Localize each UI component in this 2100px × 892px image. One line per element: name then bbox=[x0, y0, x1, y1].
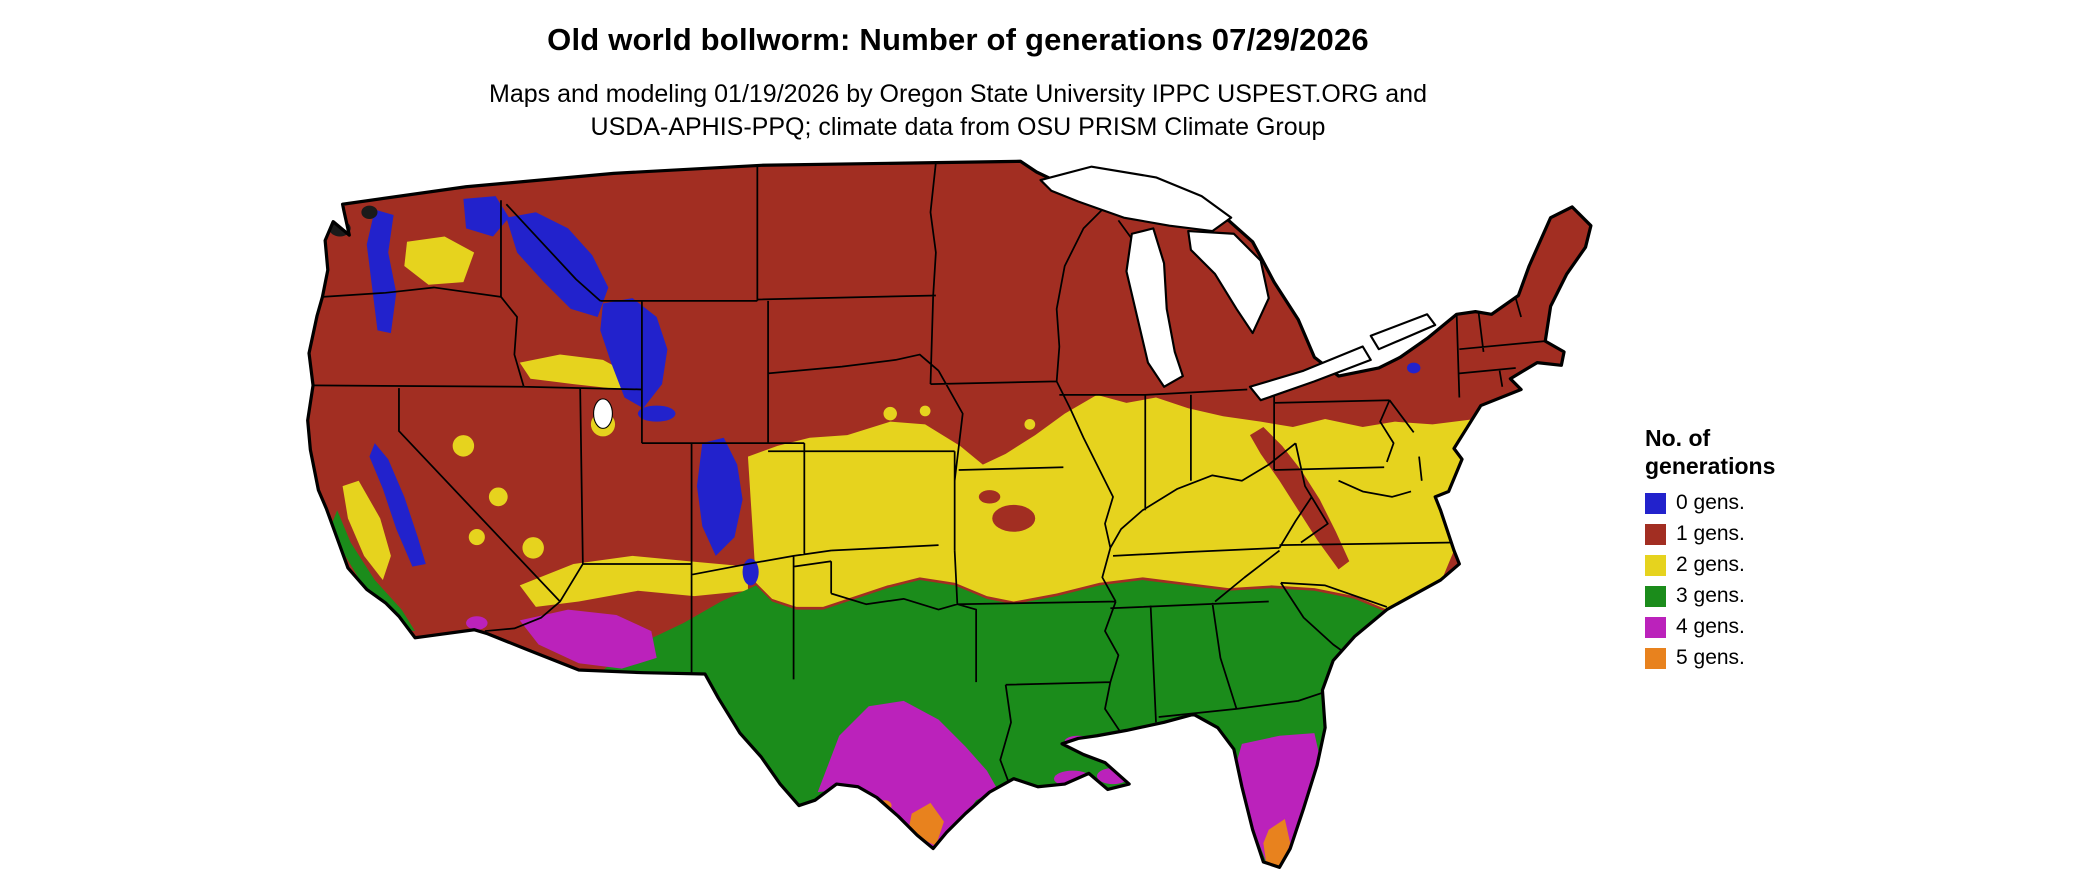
page-title: Old world bollworm: Number of generation… bbox=[547, 22, 1369, 57]
legend-item-5-gens: 5 gens. bbox=[1645, 645, 1865, 671]
legend-item-label: 5 gens. bbox=[1676, 646, 1745, 669]
legend-item-3-gens: 3 gens. bbox=[1645, 583, 1865, 609]
legend-item-2-gens: 2 gens. bbox=[1645, 552, 1865, 578]
legend-color-swatch bbox=[1645, 616, 1666, 638]
great-lakes bbox=[593, 165, 1437, 429]
state-borders bbox=[313, 162, 1546, 782]
lake-superior bbox=[1039, 165, 1233, 233]
legend-title-line-2: generations bbox=[1645, 453, 1776, 479]
lake-michigan bbox=[1125, 227, 1184, 388]
legend-item-label: 1 gens. bbox=[1676, 522, 1745, 545]
legend-title-line-1: No. of bbox=[1645, 425, 1711, 451]
map-region-0-gens bbox=[366, 196, 1421, 586]
legend-item-label: 0 gens. bbox=[1676, 491, 1745, 514]
map-region-2-gens bbox=[342, 236, 1514, 610]
legend-item-0-gens: 0 gens. bbox=[1645, 490, 1865, 516]
legend-color-swatch bbox=[1645, 647, 1666, 669]
legend-color-swatch bbox=[1645, 523, 1666, 545]
legend-color-swatch bbox=[1645, 492, 1666, 514]
us-outline bbox=[306, 159, 1593, 869]
lake-ontario bbox=[1369, 313, 1437, 351]
legend-item-label: 2 gens. bbox=[1676, 553, 1745, 576]
us-generations-map bbox=[305, 158, 1607, 884]
legend-item-4-gens: 4 gens. bbox=[1645, 614, 1865, 640]
attribution-line-2: USDA-APHIS-PPQ; climate data from OSU PR… bbox=[590, 113, 1326, 141]
great-salt-lake bbox=[593, 398, 613, 429]
us-map-svg bbox=[306, 159, 1593, 869]
legend-color-swatch bbox=[1645, 585, 1666, 607]
lake-huron bbox=[1187, 229, 1270, 335]
legend-item-label: 4 gens. bbox=[1676, 615, 1745, 638]
attribution-line-1: Maps and modeling 01/19/2026 by Oregon S… bbox=[489, 80, 1427, 108]
map-region-4-gens bbox=[466, 609, 1320, 865]
legend-item-label: 3 gens. bbox=[1676, 584, 1745, 607]
legend-item-1-gens: 1 gens. bbox=[1645, 521, 1865, 547]
legend-title: No. of generations bbox=[1645, 424, 1865, 480]
map-legend: No. of generations 0 gens. 1 gens. 2 gens.… bbox=[1645, 424, 1865, 676]
map-attribution: Maps and modeling 01/19/2026 by Oregon S… bbox=[0, 78, 1916, 144]
legend-items: 0 gens. 1 gens. 2 gens. 3 gens. 4 gens. 5 gen… bbox=[1645, 490, 1865, 671]
lake-erie bbox=[1248, 345, 1372, 402]
legend-color-swatch bbox=[1645, 554, 1666, 576]
